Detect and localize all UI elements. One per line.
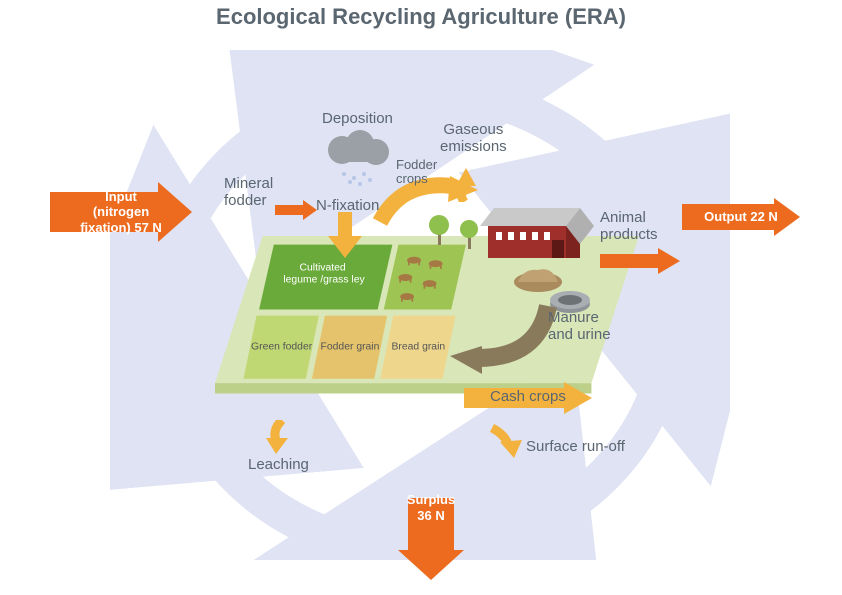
animal-products-arrow <box>600 248 680 274</box>
surplus-arrow: Surplus36 N <box>398 498 464 580</box>
surplus-arrow-label: Surplus36 N <box>397 492 465 523</box>
plot-fodder-grain: Fodder grain <box>312 316 387 379</box>
surface-runoff-arrow <box>486 424 522 458</box>
fodder-crops-label: Foddercrops <box>396 158 437 185</box>
svg-text:Fodder grain: Fodder grain <box>321 341 380 352</box>
plot-cultivated: Cultivated legume /grass ley <box>259 245 392 310</box>
deposition-label: Deposition <box>322 110 393 127</box>
input-arrow: Input (nitrogenfixation) 57 N <box>50 182 192 242</box>
mineral-fodder-arrow <box>275 200 317 220</box>
manure-arrow <box>438 300 558 380</box>
svg-text:Green fodder: Green fodder <box>251 341 313 352</box>
n-fixation-label: N-fixation <box>316 197 379 214</box>
n-fixation-arrow <box>328 212 362 258</box>
input-arrow-label: Input (nitrogenfixation) 57 N <box>66 189 176 236</box>
leaching-label: Leaching <box>248 456 309 473</box>
plot-green-fodder: Green fodder <box>244 316 319 379</box>
manure-label: Manureand urine <box>548 310 611 343</box>
animal-products-label: Animalproducts <box>600 210 658 243</box>
leaching-arrow <box>262 420 292 454</box>
mineral-fodder-label: Mineralfodder <box>224 176 273 209</box>
gaseous-label: Gaseousemissions <box>440 122 507 155</box>
output-arrow-label: Output 22 N <box>694 209 788 225</box>
cash-crops-label: Cash crops <box>490 388 566 405</box>
gaseous-arrow <box>452 168 478 202</box>
surface-runoff-label: Surface run-off <box>526 438 625 455</box>
page-title: Ecological Recycling Agriculture (ERA) <box>0 4 842 30</box>
output-arrow: Output 22 N <box>682 198 800 236</box>
